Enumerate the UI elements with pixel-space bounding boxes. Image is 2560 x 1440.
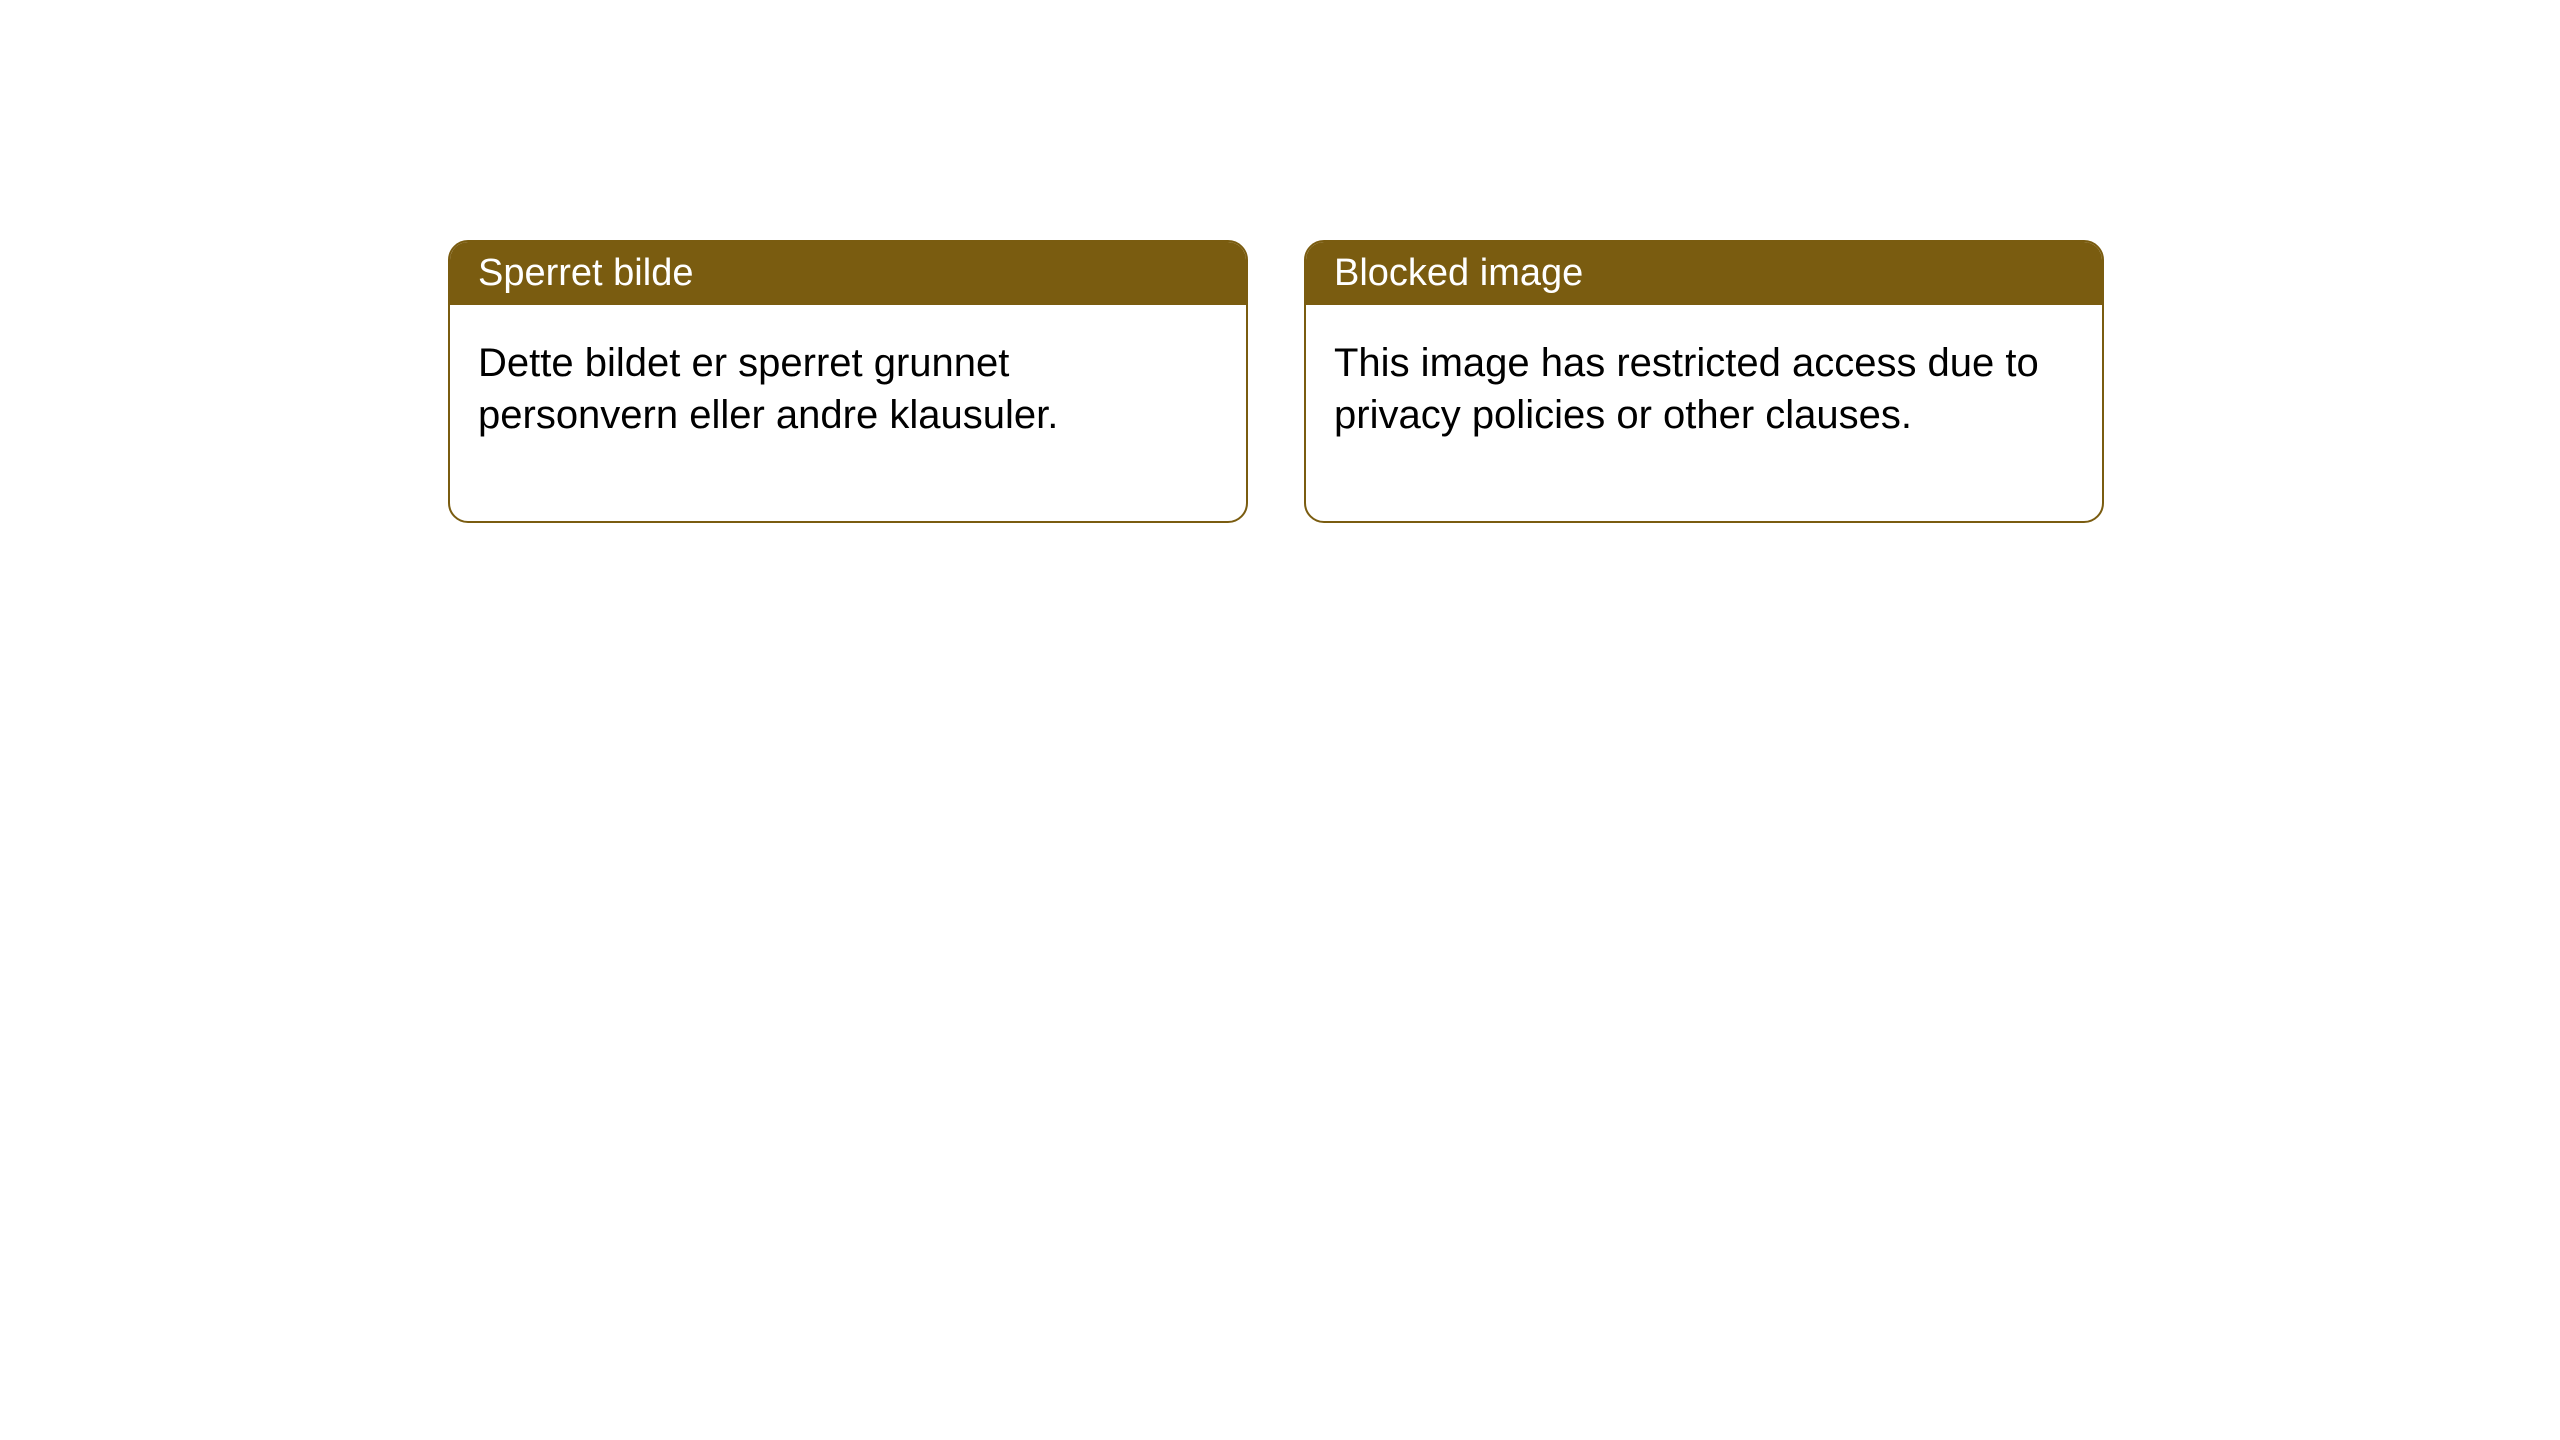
card-body: Dette bildet er sperret grunnet personve… — [450, 305, 1246, 521]
notice-container: Sperret bilde Dette bildet er sperret gr… — [448, 240, 2104, 523]
card-body-text: This image has restricted access due to … — [1334, 341, 2039, 437]
card-title: Sperret bilde — [478, 252, 693, 294]
notice-card-english: Blocked image This image has restricted … — [1304, 240, 2104, 523]
card-header: Sperret bilde — [450, 242, 1246, 305]
card-header: Blocked image — [1306, 242, 2102, 305]
notice-card-norwegian: Sperret bilde Dette bildet er sperret gr… — [448, 240, 1248, 523]
card-title: Blocked image — [1334, 252, 1583, 294]
card-body-text: Dette bildet er sperret grunnet personve… — [478, 341, 1058, 437]
card-body: This image has restricted access due to … — [1306, 305, 2102, 521]
